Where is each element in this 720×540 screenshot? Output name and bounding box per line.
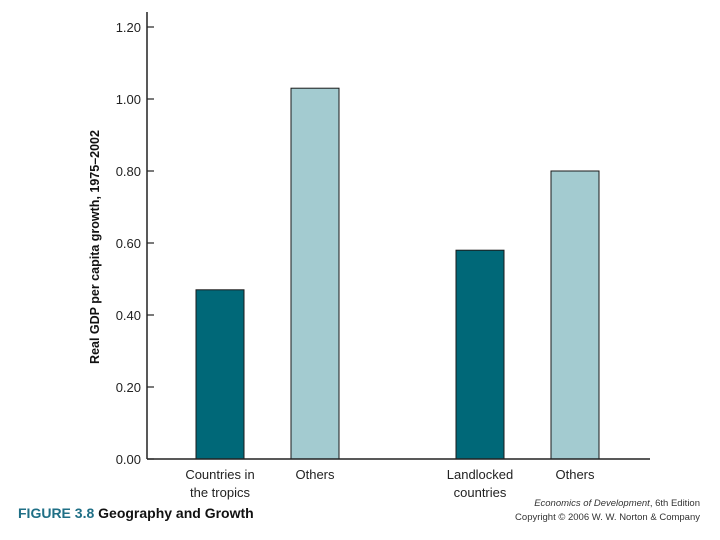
book-title: Economics of Development: [534, 498, 650, 509]
category-label: the tropics: [190, 485, 250, 500]
copyright-notice: Copyright © 2006 W. W. Norton & Company: [515, 512, 700, 523]
y-tick-label: 0.20: [116, 380, 141, 395]
bars: [195, 87, 600, 460]
category-label: Landlocked: [447, 467, 514, 482]
figure-title: Geography and Growth: [98, 505, 254, 521]
y-tick-label: 1.20: [116, 20, 141, 35]
bar-2-1: [455, 249, 505, 460]
category-label: countries: [454, 485, 507, 500]
book-edition: , 6th Edition: [649, 498, 700, 509]
y-axis-label-group: Real GDP per capita growth, 1975–2002: [88, 130, 102, 364]
category-labels: Countries in the tropics Others Landlocked c…: [185, 467, 595, 500]
category-label: Others: [295, 467, 335, 482]
y-axis-label: Real GDP per capita growth, 1975–2002: [88, 130, 102, 364]
y-tick-label: 0.40: [116, 308, 141, 323]
figure-number: FIGURE 3.8: [18, 505, 95, 521]
category-label: Others: [555, 467, 595, 482]
y-tick-label: 0.60: [116, 236, 141, 251]
bar-chart: Real GDP per capita growth, 1975–2002 0.…: [88, 12, 650, 500]
y-tick-label: 1.00: [116, 92, 141, 107]
figure-caption: FIGURE 3.8 Geography and Growth: [18, 505, 254, 521]
bar-1-1: [195, 289, 245, 460]
category-label: Countries in: [185, 467, 254, 482]
y-tick-label: 0.80: [116, 164, 141, 179]
bar-1-2: [290, 87, 340, 460]
y-tick-label: 0.00: [116, 452, 141, 467]
y-axis-ticks: 0.00 0.20 0.40 0.60 0.80 1.00 1.20: [116, 20, 154, 467]
publisher-credit: Economics of Development, 6th Edition Co…: [515, 497, 700, 525]
bar-2-2: [550, 170, 600, 460]
